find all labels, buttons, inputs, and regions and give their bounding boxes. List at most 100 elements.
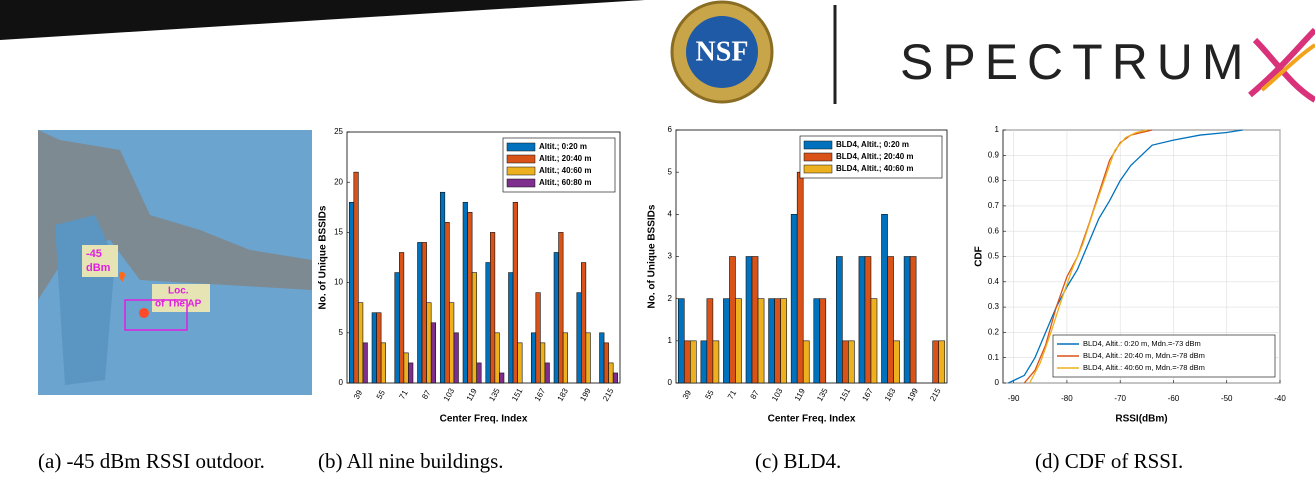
x-tick-label: 87 xyxy=(420,388,433,401)
x-tick-label: 183 xyxy=(556,386,571,403)
x-tick-label: 103 xyxy=(770,386,785,403)
x-tick-label: 167 xyxy=(533,386,548,403)
y-tick-label: 0.3 xyxy=(988,302,1000,311)
bar xyxy=(933,341,939,383)
legend-swatch xyxy=(804,165,832,173)
bar xyxy=(613,373,618,383)
bar xyxy=(349,202,354,383)
legend-label: BLD4, Altit.; 0:20 m xyxy=(836,140,909,149)
y-tick-label: 20 xyxy=(334,177,343,186)
x-tick-label: 55 xyxy=(375,388,388,401)
bar xyxy=(586,333,591,383)
legend-swatch xyxy=(804,153,832,161)
bar xyxy=(797,172,803,383)
bar xyxy=(581,263,586,383)
brand-swoosh xyxy=(1250,30,1315,100)
bar xyxy=(600,333,605,383)
bar xyxy=(418,242,423,383)
bar xyxy=(888,257,894,384)
x-tick-label: -70 xyxy=(1114,394,1126,403)
y-tick-label: 0.8 xyxy=(988,176,1000,185)
bar xyxy=(377,313,382,383)
bar xyxy=(354,172,359,383)
bar xyxy=(545,363,550,383)
y-tick-label: 0 xyxy=(668,378,673,387)
x-tick-label: 71 xyxy=(726,388,739,401)
bar xyxy=(769,299,775,383)
x-axis-label: Center Freq. Index xyxy=(440,414,528,425)
caption: (d) CDF of RSSI. xyxy=(1035,449,1183,473)
bar xyxy=(713,341,719,383)
bar xyxy=(814,299,820,383)
y-axis-label: No. of Unique BSSIDs xyxy=(318,205,329,309)
y-tick-label: 0.7 xyxy=(988,201,1000,210)
x-tick-label: 39 xyxy=(352,388,365,401)
x-tick-label: 199 xyxy=(906,386,921,403)
legend-label: BLD4, Altit.; 40:60 m xyxy=(836,164,914,173)
legend-label: BLD4, Altit.: 0:20 m, Mdn.=-73 dBm xyxy=(1083,339,1201,348)
y-tick-label: 0.6 xyxy=(988,226,1000,235)
y-tick-label: 0 xyxy=(339,378,344,387)
bar xyxy=(910,257,916,384)
bar xyxy=(775,299,781,383)
legend-label: BLD4, Altit.; 20:40 m xyxy=(836,152,914,161)
bar xyxy=(848,341,854,383)
bar xyxy=(735,299,741,383)
y-tick-label: 1 xyxy=(668,336,673,345)
bar xyxy=(463,202,468,383)
bar xyxy=(468,212,473,383)
bar xyxy=(729,257,735,384)
bar xyxy=(554,252,559,383)
bar xyxy=(449,303,454,383)
bar xyxy=(791,214,797,383)
bar xyxy=(490,232,495,383)
bar xyxy=(604,343,609,383)
bar xyxy=(865,257,871,384)
legend-label: Altit.; 0:20 m xyxy=(539,142,587,151)
y-tick-label: 5 xyxy=(668,167,673,176)
bar xyxy=(408,363,413,383)
x-tick-label: -90 xyxy=(1008,394,1020,403)
bar xyxy=(477,363,482,383)
x-tick-label: 135 xyxy=(487,386,502,403)
y-tick-label: 0.4 xyxy=(988,277,1000,286)
bar xyxy=(781,299,787,383)
bar xyxy=(707,299,713,383)
bar xyxy=(690,341,696,383)
x-tick-label: 87 xyxy=(749,388,762,401)
y-axis-label: No. of Unique BSSIDs xyxy=(647,204,658,308)
ap-label: Loc. xyxy=(168,286,189,297)
bar xyxy=(859,257,865,384)
rssi-label: dBm xyxy=(86,262,111,274)
legend-swatch xyxy=(804,141,832,149)
rssi-label: -45 xyxy=(86,248,102,260)
bar xyxy=(431,323,436,383)
y-tick-label: 0.5 xyxy=(988,252,1000,261)
y-tick-label: 3 xyxy=(668,252,673,261)
bar xyxy=(404,353,409,383)
bar xyxy=(445,222,450,383)
bar xyxy=(894,341,900,383)
x-tick-label: -50 xyxy=(1221,394,1233,403)
x-tick-label: 71 xyxy=(397,388,410,401)
bar xyxy=(395,273,400,383)
y-tick-label: 0.9 xyxy=(988,150,1000,159)
legend-label: Altit.; 40:60 m xyxy=(539,166,591,175)
legend-swatch xyxy=(507,143,535,151)
bar xyxy=(871,299,877,383)
bar xyxy=(372,313,377,383)
legend-swatch xyxy=(507,167,535,175)
x-tick-label: 151 xyxy=(510,386,525,403)
x-tick-label: -80 xyxy=(1061,394,1073,403)
x-tick-label: 119 xyxy=(465,387,479,403)
bar xyxy=(509,273,514,383)
bar xyxy=(803,341,809,383)
caption: (a) -45 dBm RSSI outdoor. xyxy=(38,449,265,473)
bar xyxy=(701,341,707,383)
y-tick-label: 1 xyxy=(995,125,1000,134)
y-tick-label: 6 xyxy=(668,125,673,134)
x-tick-label: 119 xyxy=(793,387,807,403)
x-tick-label: 215 xyxy=(928,386,943,403)
y-tick-label: 25 xyxy=(334,127,343,136)
x-axis-label: Center Freq. Index xyxy=(768,414,856,425)
